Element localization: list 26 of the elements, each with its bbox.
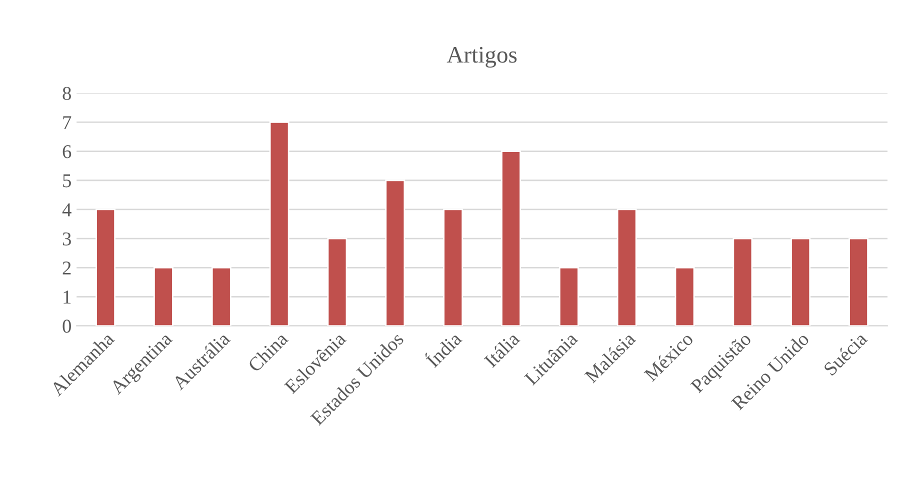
bar [674, 266, 695, 326]
y-tick-label: 8 [62, 86, 71, 100]
bar [96, 208, 116, 326]
x-tick-label: Itália [483, 330, 520, 368]
bar [616, 208, 637, 326]
bar [501, 150, 521, 326]
chart-title: Artigos [446, 46, 517, 68]
y-tick-label: 2 [62, 262, 71, 274]
y-tick-label: 3 [62, 232, 71, 246]
y-tick-label: 0 [62, 320, 71, 333]
x-tick-label: Índia [423, 328, 463, 368]
bar [385, 180, 406, 326]
y-tick-label: 6 [62, 145, 72, 158]
bar [443, 208, 464, 326]
bar [732, 238, 753, 326]
y-tick-label: 5 [63, 174, 71, 188]
bar [154, 266, 174, 326]
bar [269, 122, 290, 326]
y-tick-label: 7 [63, 116, 72, 129]
bar [558, 266, 579, 326]
bar [848, 238, 868, 326]
bar [211, 266, 232, 326]
y-tick-label: 4 [62, 203, 72, 216]
bar [327, 238, 348, 326]
y-tick-label: 1 [64, 290, 71, 304]
bar [790, 238, 811, 326]
